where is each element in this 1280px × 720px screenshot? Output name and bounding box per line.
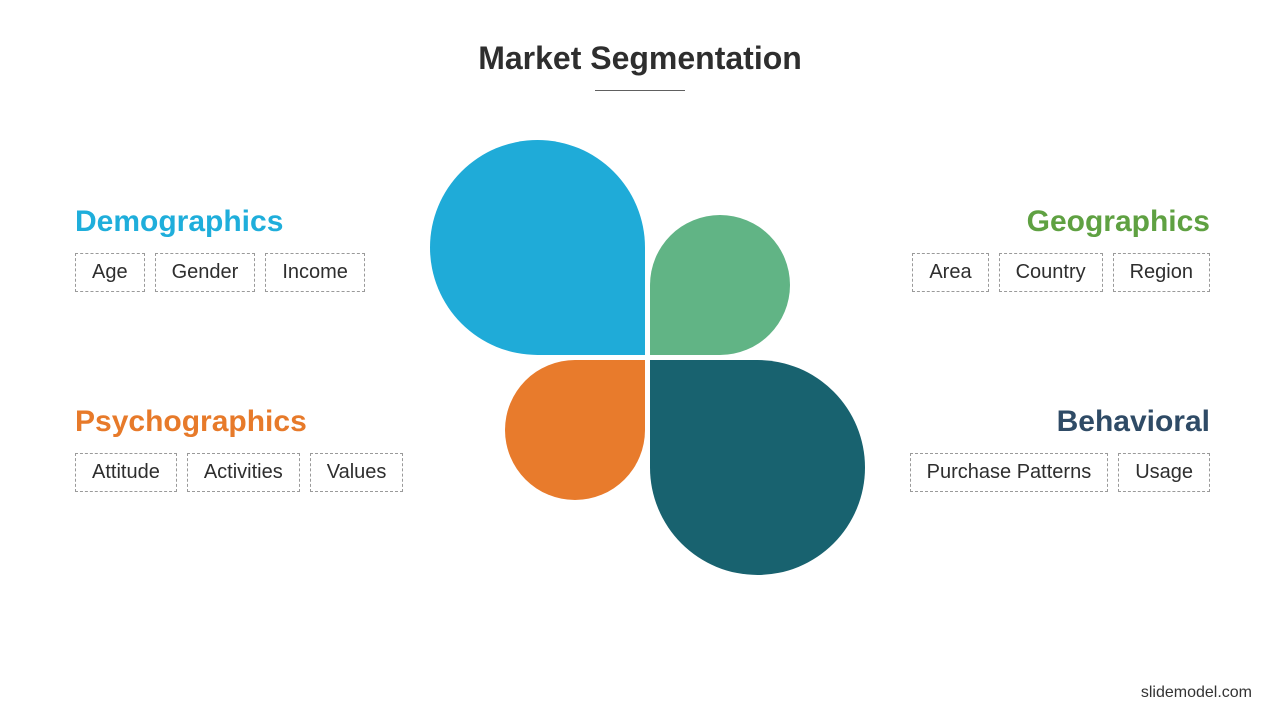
attribution: slidemodel.com: [1141, 684, 1252, 702]
tag: Country: [999, 253, 1103, 292]
tag: Income: [265, 253, 365, 292]
page-title: Market Segmentation: [478, 40, 802, 77]
tag: Region: [1113, 253, 1210, 292]
tags-geographics: Area Country Region: [850, 253, 1210, 292]
petal-behavioral: [650, 360, 865, 575]
section-title-geographics: Geographics: [850, 205, 1210, 239]
tag: Gender: [155, 253, 256, 292]
tag: Age: [75, 253, 145, 292]
section-psychographics: Psychographics Attitude Activities Value…: [75, 405, 403, 492]
tag: Area: [912, 253, 988, 292]
petal-psychographics: [505, 360, 645, 500]
tag: Activities: [187, 453, 300, 492]
tag: Values: [310, 453, 404, 492]
tag: Usage: [1118, 453, 1210, 492]
tags-behavioral: Purchase Patterns Usage: [850, 453, 1210, 492]
petal-demographics: [430, 140, 645, 355]
section-demographics: Demographics Age Gender Income: [75, 205, 365, 292]
title-underline: [595, 90, 685, 91]
tags-demographics: Age Gender Income: [75, 253, 365, 292]
section-behavioral: Behavioral Purchase Patterns Usage: [850, 405, 1210, 492]
petal-geographics: [650, 215, 790, 355]
section-title-behavioral: Behavioral: [850, 405, 1210, 439]
tag: Purchase Patterns: [910, 453, 1109, 492]
section-title-demographics: Demographics: [75, 205, 365, 239]
section-geographics: Geographics Area Country Region: [850, 205, 1210, 292]
tag: Attitude: [75, 453, 177, 492]
section-title-psychographics: Psychographics: [75, 405, 403, 439]
tags-psychographics: Attitude Activities Values: [75, 453, 403, 492]
petal-diagram: [460, 140, 820, 560]
